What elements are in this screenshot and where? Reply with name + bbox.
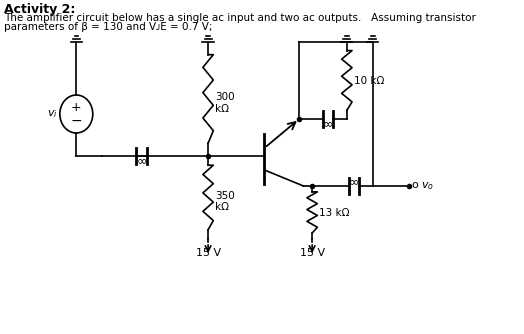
- Text: ∞: ∞: [323, 117, 333, 130]
- Text: 10 kΩ: 10 kΩ: [354, 75, 384, 86]
- Text: parameters of β = 130 and VᴊE = 0.7 V;: parameters of β = 130 and VᴊE = 0.7 V;: [4, 22, 213, 32]
- Text: 15 V: 15 V: [300, 248, 325, 258]
- Text: 300
kΩ: 300 kΩ: [215, 92, 235, 114]
- Text: 13 kΩ: 13 kΩ: [319, 207, 350, 217]
- Text: +: +: [71, 101, 82, 114]
- Text: 350
kΩ: 350 kΩ: [215, 191, 235, 212]
- Text: o $v_o$: o $v_o$: [411, 180, 434, 192]
- Text: ∞: ∞: [348, 175, 359, 188]
- Text: Activity 2:: Activity 2:: [4, 3, 75, 16]
- Text: The amplifier circuit below has a single ac input and two ac outputs.   Assuming: The amplifier circuit below has a single…: [4, 13, 476, 23]
- Text: 15 V: 15 V: [195, 248, 221, 258]
- Text: ∞: ∞: [136, 154, 147, 167]
- Text: −: −: [71, 114, 82, 128]
- Text: $v_i$: $v_i$: [47, 108, 58, 120]
